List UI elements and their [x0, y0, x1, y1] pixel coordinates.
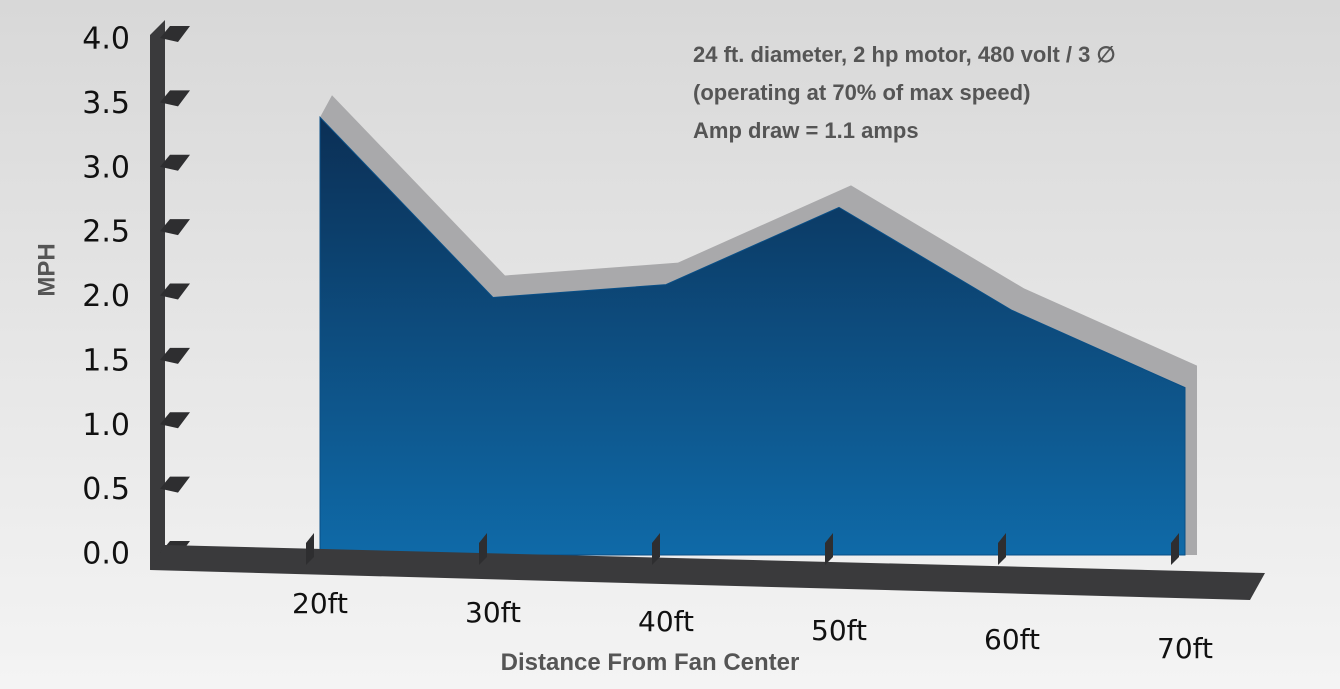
- y-tick-label: 2.5: [82, 215, 130, 250]
- tick-mark: [160, 476, 190, 493]
- tick-mark: [160, 26, 190, 42]
- area: [319, 116, 1186, 556]
- plot: 0.0 0.5 1.0 1.5 2.0 2.5 3.0 3.5 4.0 20ft 30ft 40ft 5…: [82, 20, 1265, 665]
- tick-mark: [160, 347, 190, 364]
- y-tick-label: 1.5: [82, 343, 130, 378]
- tick-mark: [160, 219, 190, 236]
- x-tick-label: 30ft: [465, 596, 521, 629]
- x-tick-mark: [825, 533, 833, 565]
- x-tick-label: 20ft: [292, 587, 348, 620]
- tick-mark: [160, 283, 190, 300]
- tick-mark: [160, 154, 190, 171]
- tick-mark: [160, 412, 190, 429]
- annotation: 24 ft. diameter, 2 hp motor, 480 volt / …: [693, 42, 1116, 67]
- y-axis: [150, 20, 165, 570]
- y-axis-title: MPH: [33, 243, 60, 296]
- x-axis-title: Distance From Fan Center: [501, 649, 800, 676]
- tick-mark: [160, 90, 190, 107]
- y-tick-label: 2.0: [82, 279, 130, 314]
- x-tick-mark: [479, 533, 487, 565]
- x-tick-label: 50ft: [811, 614, 867, 647]
- y-tick-label: 0.5: [82, 472, 130, 507]
- x-tick-label: 40ft: [638, 605, 694, 638]
- y-tick-label: 1.0: [82, 408, 130, 443]
- y-tick-label: 0.0: [82, 537, 130, 572]
- annotation: Amp draw = 1.1 amps: [693, 118, 919, 143]
- y-tick-label: 3.0: [82, 150, 130, 185]
- y-tick-label: 3.5: [82, 86, 130, 121]
- x-axis: [150, 545, 1265, 600]
- y-tick-label: 4.0: [82, 22, 130, 57]
- x-tick-mark: [1171, 533, 1179, 565]
- x-tick-label: 70ft: [1157, 632, 1213, 665]
- x-tick-mark: [306, 533, 314, 565]
- annotation: (operating at 70% of max speed): [693, 80, 1030, 105]
- x-tick-mark: [652, 533, 660, 565]
- x-tick-mark: [998, 533, 1006, 565]
- x-tick-label: 60ft: [984, 623, 1040, 656]
